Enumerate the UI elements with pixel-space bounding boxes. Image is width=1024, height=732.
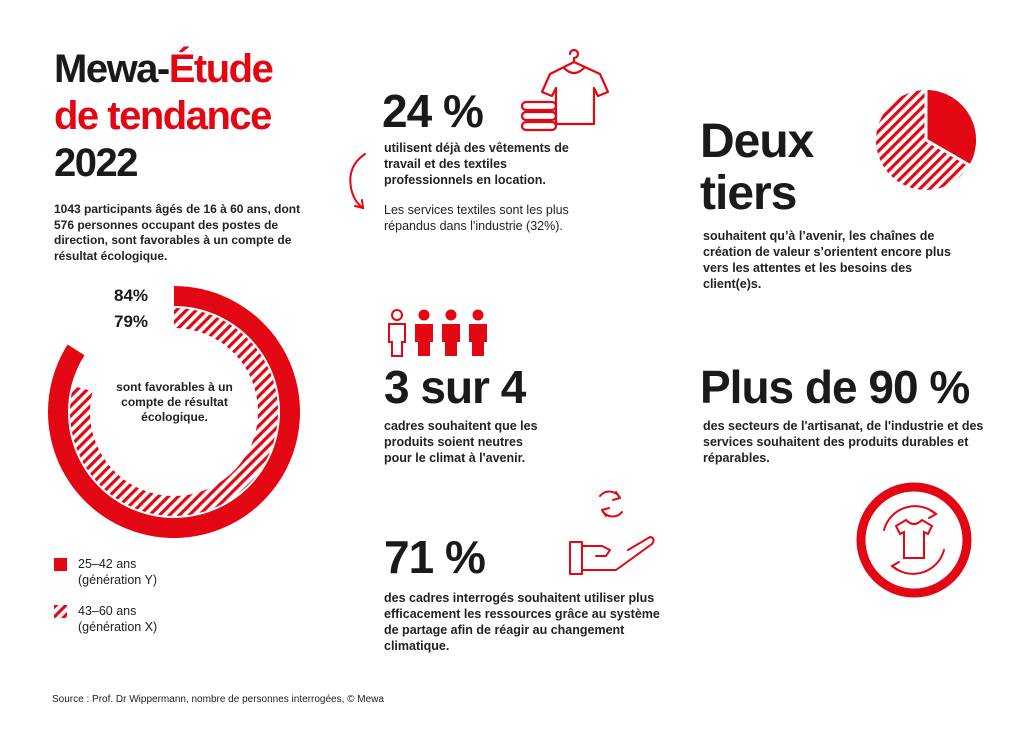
title-line2: de tendance: [54, 94, 272, 138]
legend-item-1-line2: (génération Y): [78, 573, 157, 587]
stat-two-thirds-line2: tiers: [700, 167, 797, 220]
stat-71-value: 71 %: [384, 531, 486, 583]
legend-swatch-hatched: [54, 605, 67, 618]
legend-item-1: 25–42 ans (génération Y): [78, 556, 157, 588]
curved-arrow-icon: [349, 153, 366, 210]
shirt-cycle-icon: [856, 482, 972, 598]
shirt-stack-icon: [520, 48, 610, 132]
source-note: Source : Prof. Dr Wippermann, nombre de …: [52, 694, 384, 705]
stat-24-subtext: Les services textiles sont les plus répa…: [384, 203, 569, 233]
stat-24-value: 24 %: [382, 85, 484, 137]
legend-item-2-line2: (génération X): [78, 620, 158, 634]
stat-two-thirds-value: Deux tiers: [700, 115, 814, 220]
title-part1: Mewa-: [54, 47, 170, 91]
donut-center-label: sont favorables à un compte de résultat …: [116, 380, 233, 424]
legend-item-1-line1: 25–42 ans: [78, 557, 137, 571]
pie-two-thirds-icon: [876, 90, 976, 190]
page-title: Mewa-Étude de tendance 2022: [54, 46, 274, 187]
series1-value-label: 84%: [114, 286, 149, 305]
people-icon: [388, 309, 487, 357]
stat-24-text: utilisent déjà des vêtements de travail …: [384, 141, 569, 187]
title-line3: 2022: [54, 141, 138, 185]
stat-two-thirds-line1: Deux: [700, 115, 814, 168]
stat-71-text: des cadres interrogés souhaitent utilise…: [384, 591, 660, 653]
stat-3-of-4-text: cadres souhaitent que les produits soien…: [384, 419, 538, 465]
legend-item-2-line1: 43–60 ans: [78, 604, 137, 618]
hand-recycle-icon: [569, 490, 655, 575]
legend-swatch-solid: [54, 558, 67, 571]
stat-90-text: des secteurs de l'artisanat, de l'indust…: [703, 419, 984, 465]
stat-3-of-4-value: 3 sur 4: [384, 361, 526, 413]
intro-text: 1043 participants âgés de 16 à 60 ans, d…: [54, 202, 301, 263]
title-part2: Étude: [168, 47, 274, 91]
series2-value-label: 79%: [114, 312, 149, 331]
stat-90-value: Plus de 90 %: [700, 361, 970, 413]
stat-two-thirds-text: souhaitent qu’à l’avenir, les chaînes de…: [703, 229, 951, 291]
legend-item-2: 43–60 ans (génération X): [78, 603, 157, 635]
